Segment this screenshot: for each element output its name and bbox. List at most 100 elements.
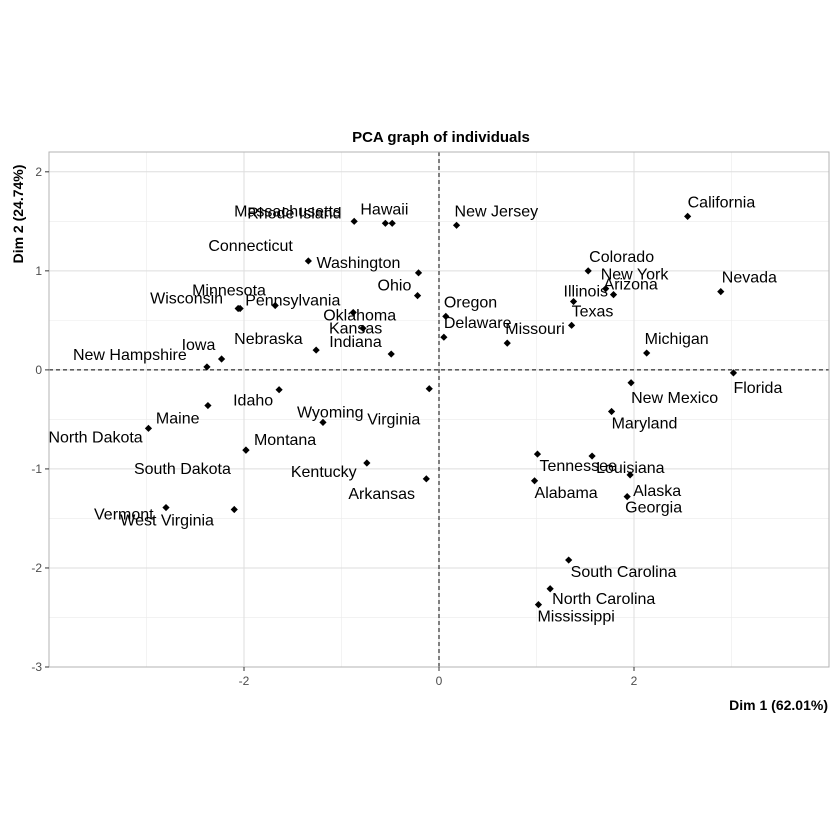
data-point <box>388 219 396 227</box>
point-label: Mississippi <box>537 609 614 626</box>
data-point <box>271 301 279 310</box>
point-label: Minnesota <box>192 282 266 299</box>
data-point <box>349 308 357 317</box>
point-label: Kentucky <box>291 464 357 481</box>
point-label: South Carolina <box>571 564 677 581</box>
data-point <box>533 450 542 458</box>
point-label: Massachusetts <box>234 203 341 220</box>
data-point <box>503 339 511 347</box>
data-point <box>602 285 610 293</box>
point-label: Arizona <box>604 277 658 294</box>
point-label: North Carolina <box>552 591 655 608</box>
point-label: Maine <box>156 411 200 428</box>
data-point <box>350 217 358 225</box>
x-tick-label: -2 <box>239 674 250 688</box>
point-label: Colorado <box>589 249 654 266</box>
y-axis-title: Dim 2 (24.74%) <box>10 165 26 264</box>
x-axis-ticks: -2 0 2 <box>239 667 638 688</box>
point-label: Nebraska <box>234 331 303 348</box>
point-label: New Hampshire <box>73 347 187 364</box>
data-point <box>242 446 250 454</box>
y-tick-label: 0 <box>35 363 42 377</box>
data-point <box>530 477 539 485</box>
point-label: Maryland <box>612 415 678 432</box>
data-point <box>565 556 573 564</box>
point-label: South Dakota <box>134 461 231 478</box>
data-point <box>204 401 212 410</box>
data-point <box>162 503 170 512</box>
data-point <box>440 333 448 341</box>
point-label: Louisiana <box>596 460 665 477</box>
data-point <box>217 355 226 363</box>
point-label: North Dakota <box>48 429 142 446</box>
y-axis-ticks: -3 -2 -1 0 1 2 <box>31 165 49 674</box>
point-label: Oklahoma <box>323 307 396 324</box>
data-point <box>452 221 461 229</box>
point-label: Illinois <box>564 284 608 301</box>
data-point <box>442 312 450 321</box>
y-tick-label: -1 <box>31 462 42 476</box>
data-point <box>588 452 596 460</box>
point-label: Kansas <box>329 320 382 337</box>
point-label: Pennsylvania <box>245 293 340 310</box>
point-label: Idaho <box>233 393 273 410</box>
data-point <box>236 304 244 313</box>
point-label: Indiana <box>329 334 382 351</box>
data-point <box>425 385 433 393</box>
data-point <box>643 349 651 357</box>
data-point <box>359 324 367 332</box>
point-label: Iowa <box>182 337 216 354</box>
point-label: West Virginia <box>120 513 214 530</box>
point-label: New Mexico <box>631 390 718 407</box>
data-point <box>275 386 283 394</box>
data-point <box>203 363 211 371</box>
point-label: Wisconsin <box>150 290 223 307</box>
data-point <box>387 350 395 358</box>
data-point <box>312 346 320 354</box>
point-label: Florida <box>733 380 782 397</box>
data-point <box>546 585 554 593</box>
point-label: Georgia <box>625 500 682 517</box>
data-point <box>584 267 592 275</box>
point-label: Arkansas <box>348 486 415 503</box>
x-axis-title: Dim 1 (62.01%) <box>729 697 828 713</box>
point-label: New Jersey <box>455 203 539 220</box>
point-label: Tennessee <box>539 458 616 475</box>
point-label: Missouri <box>505 321 565 338</box>
x-tick-label: 2 <box>631 674 638 688</box>
point-label: Hawaii <box>360 201 408 218</box>
point-label: Virginia <box>367 412 420 429</box>
point-label: Ohio <box>378 278 412 295</box>
data-point <box>609 291 618 299</box>
point-label: Wyoming <box>297 404 364 421</box>
point-label: Washington <box>317 255 401 272</box>
data-point <box>626 471 634 479</box>
point-label: Alaska <box>633 483 681 500</box>
point-label: Montana <box>254 432 316 449</box>
data-point <box>684 212 692 220</box>
point-label: New York <box>601 267 670 284</box>
data-point <box>534 601 543 609</box>
data-point <box>729 369 738 377</box>
data-point <box>569 297 578 306</box>
data-point <box>607 407 616 416</box>
data-point <box>623 493 631 501</box>
data-point <box>230 505 238 514</box>
point-label: Texas <box>572 303 614 320</box>
y-tick-label: -2 <box>31 561 42 575</box>
y-tick-label: -3 <box>31 660 42 674</box>
chart-title: PCA graph of individuals <box>352 129 530 146</box>
y-tick-label: 1 <box>35 264 42 278</box>
point-label: Nevada <box>722 270 777 287</box>
data-point <box>422 475 430 483</box>
point-label: Delaware <box>444 315 512 332</box>
data-point <box>304 257 312 265</box>
data-point <box>414 269 423 277</box>
data-point <box>144 424 153 432</box>
data-point <box>717 288 725 296</box>
y-tick-label: 2 <box>35 165 42 179</box>
point-label: Connecticut <box>208 238 293 255</box>
x-tick-label: 0 <box>436 674 443 688</box>
